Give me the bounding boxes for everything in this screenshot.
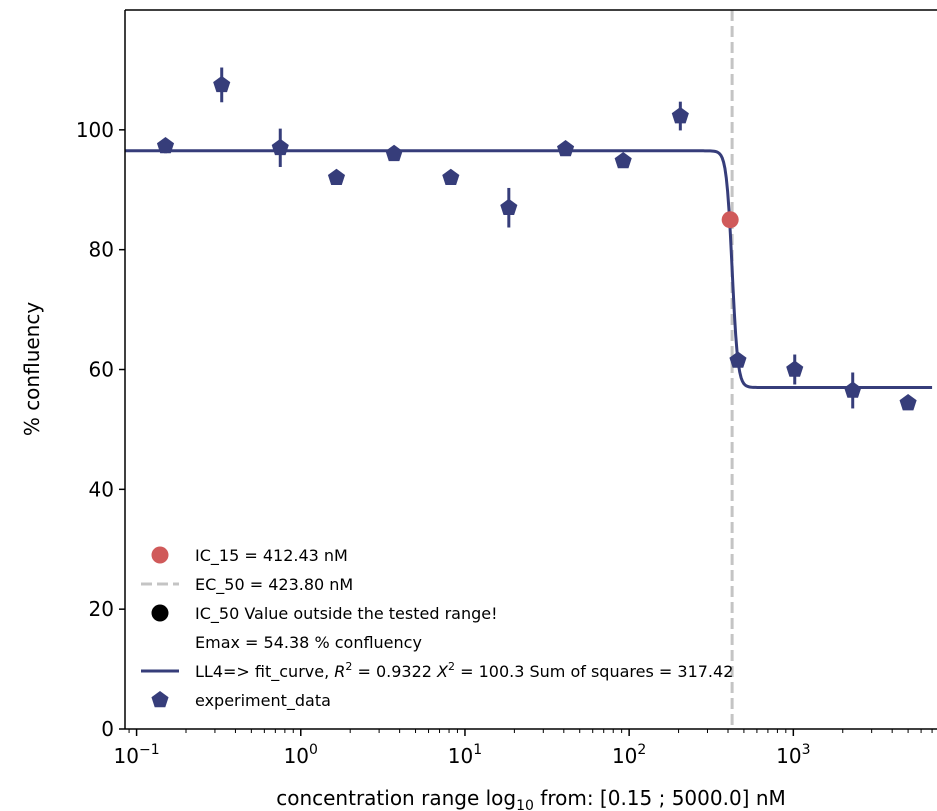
legend-item-ec50: EC_50 = 423.80 nM [141, 575, 353, 595]
y-tick-label: 0 [101, 717, 114, 741]
y-tick-label: 100 [76, 118, 114, 142]
x-tick-label: 102 [612, 742, 646, 768]
y-tick-label: 60 [89, 358, 114, 382]
x-axis-label: concentration range log10 from: [0.15 ; … [276, 786, 786, 811]
fit-curve [125, 149, 933, 389]
legend-item-emax: Emax = 54.38 % confluency [195, 633, 422, 652]
legend-item-ic50: IC_50 Value outside the tested range! [151, 604, 498, 624]
legend-marker [151, 546, 169, 564]
legend-label: experiment_data [195, 691, 331, 711]
y-axis-label: % confluency [20, 302, 44, 437]
legend-item-fit: LL4=> fit_curve, R2 = 0.9322 X2 = 100.3 … [141, 660, 733, 682]
data-point [786, 360, 804, 377]
y-tick-label: 80 [89, 238, 114, 262]
data-point [271, 138, 289, 156]
y-tick-label: 20 [89, 597, 114, 621]
legend-label: IC_15 = 412.43 nM [195, 546, 348, 566]
data-point [557, 140, 575, 157]
data-point [213, 75, 231, 93]
legend-item-data: experiment_data [151, 691, 331, 711]
data-point [614, 151, 632, 169]
data-point [327, 168, 346, 186]
x-tick-label: 103 [776, 742, 810, 768]
data-point [442, 168, 460, 186]
y-tick-label: 40 [89, 477, 114, 501]
data-point [500, 198, 518, 216]
ic15-point [721, 211, 739, 229]
legend-marker [151, 691, 169, 708]
x-tick-label: 101 [448, 742, 482, 768]
legend-item-ic15: IC_15 = 412.43 nM [151, 546, 348, 566]
data-point [671, 107, 689, 124]
x-tick-label: 10−1 [114, 742, 160, 768]
data-point [385, 144, 403, 162]
plot-area [125, 10, 933, 729]
legend-label: EC_50 = 423.80 nM [195, 575, 353, 595]
data-point [156, 137, 175, 154]
data-point [729, 351, 747, 368]
legend-label: IC_50 Value outside the tested range! [195, 604, 498, 624]
data-point [899, 394, 917, 411]
x-tick-label: 100 [284, 742, 318, 768]
data-point [844, 381, 862, 398]
legend: IC_15 = 412.43 nM EC_50 = 423.80 nM IC_50 … [141, 546, 733, 711]
legend-label: LL4=> fit_curve, R2 = 0.9322 X2 = 100.3 … [195, 660, 733, 682]
legend-label: Emax = 54.38 % confluency [195, 633, 422, 652]
axes: 0 20 40 60 80 100 10−1 100 101 102 103 [76, 9, 937, 768]
legend-marker [151, 604, 169, 622]
